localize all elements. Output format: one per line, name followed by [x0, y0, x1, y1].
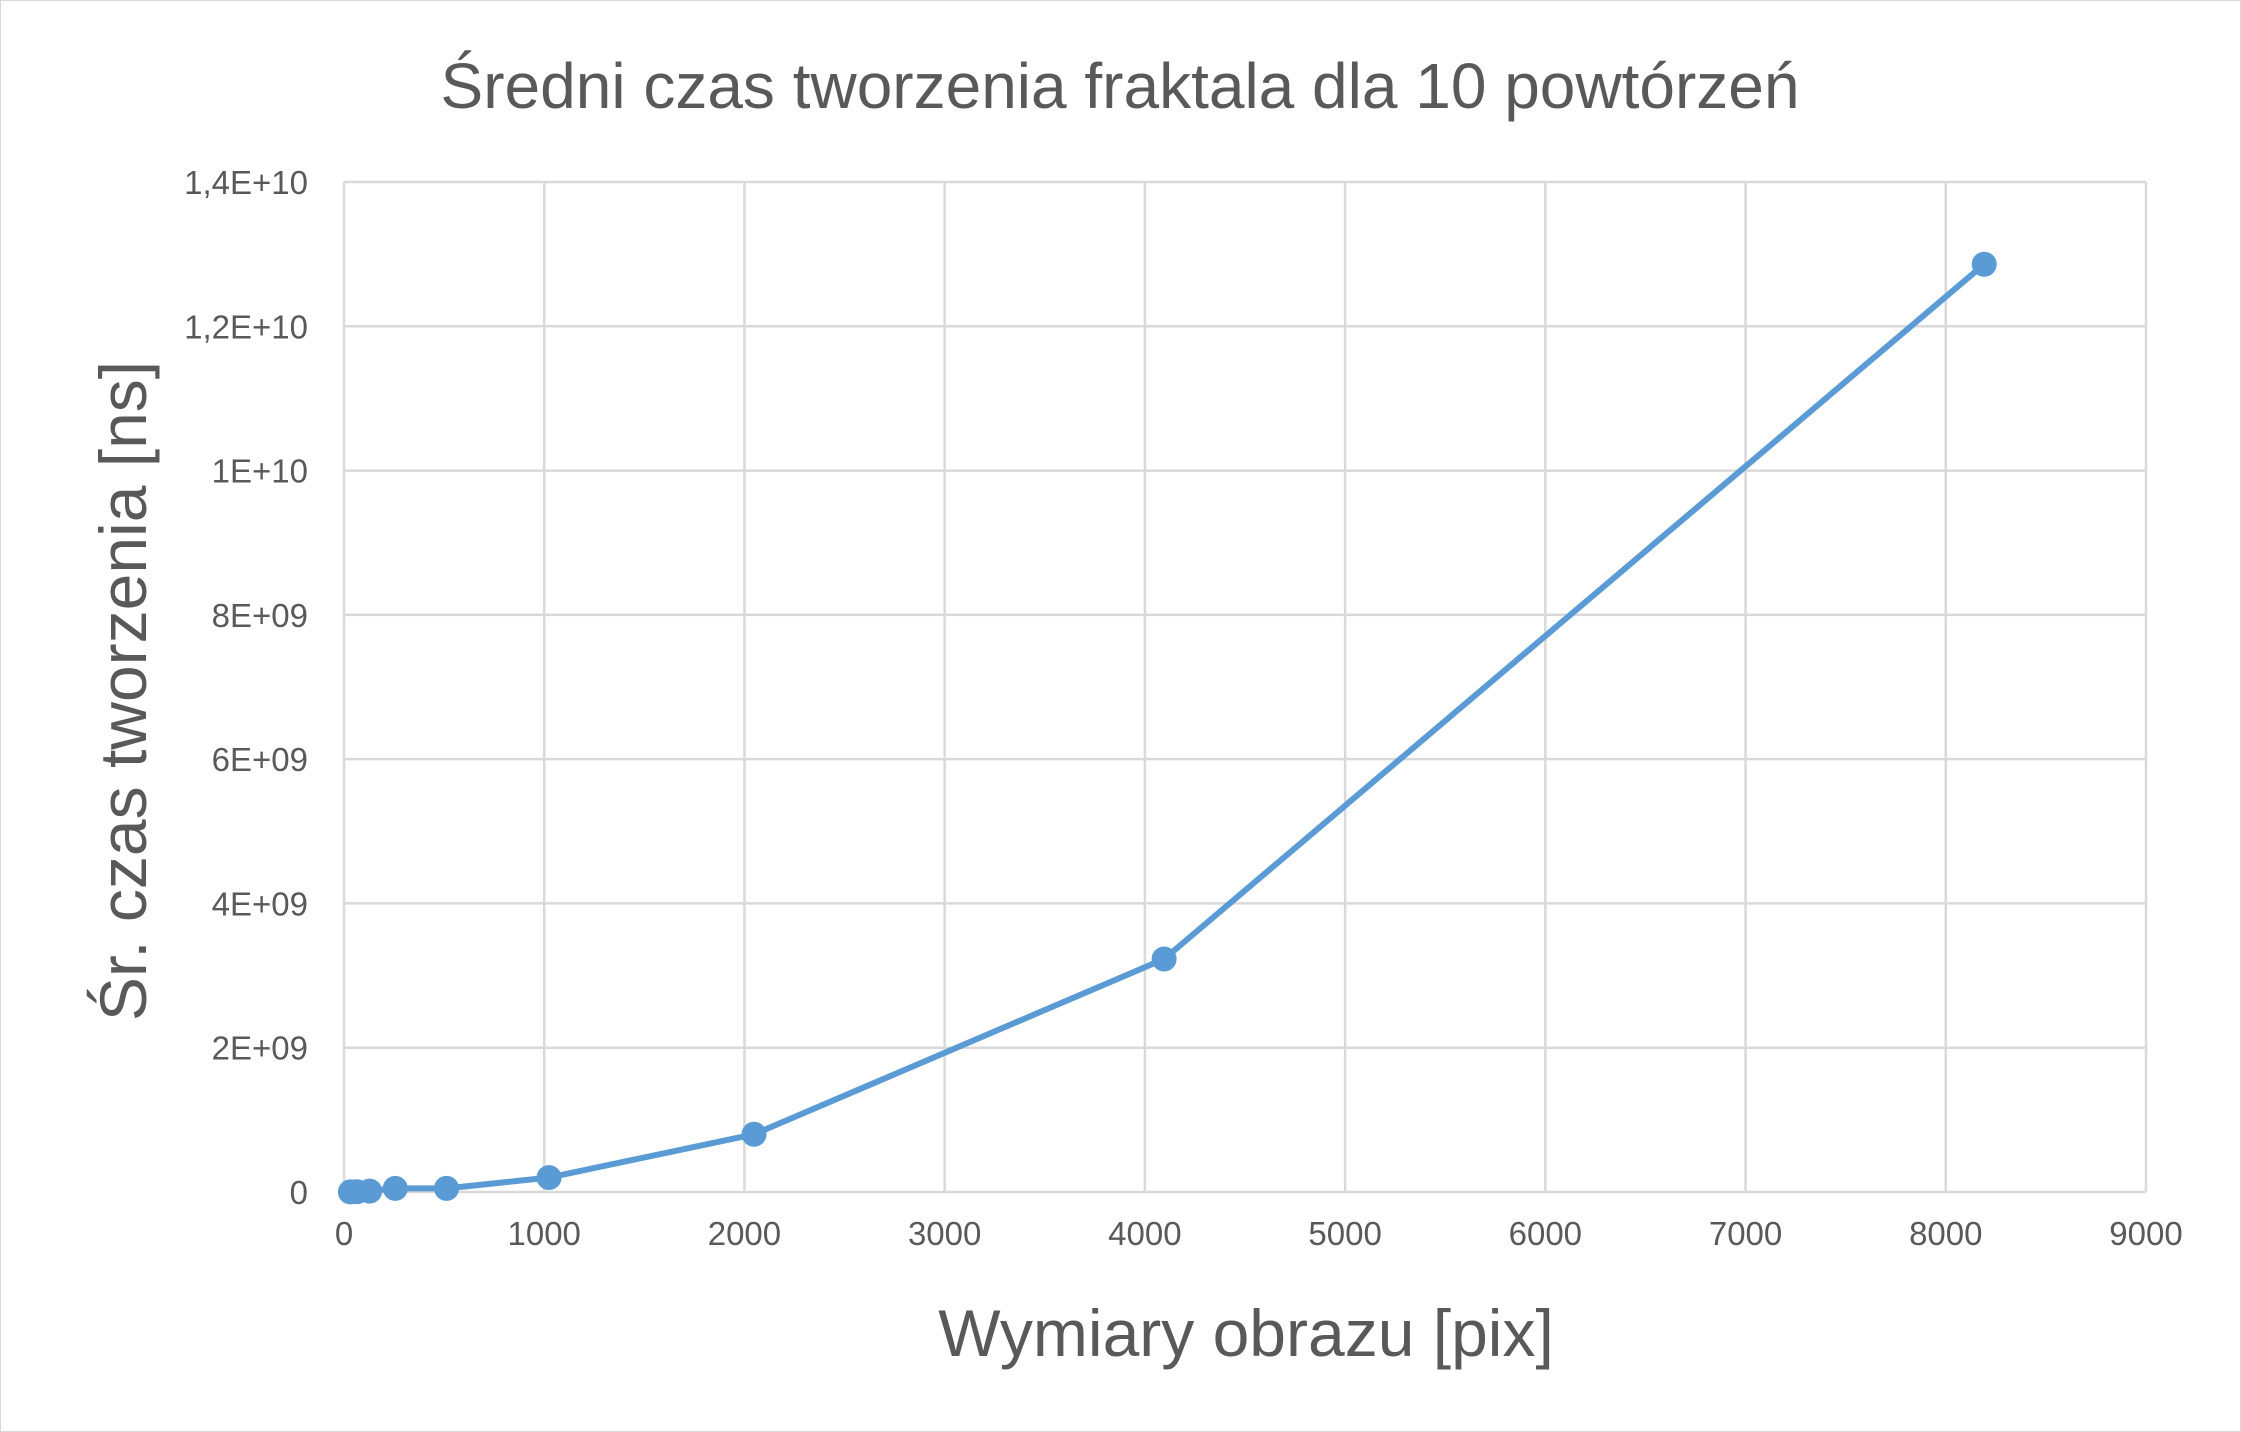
data-point — [741, 1121, 767, 1147]
y-tick-label: 1,4E+10 — [184, 164, 308, 201]
x-tick-label: 3000 — [908, 1215, 981, 1252]
series-line — [347, 261, 1988, 1195]
series-layer — [337, 251, 1997, 1205]
data-point — [382, 1175, 408, 1201]
data-point — [536, 1165, 562, 1191]
x-tick-label: 8000 — [1909, 1215, 1982, 1252]
tick-labels: 0 2E+09 4E+09 6E+09 8E+09 1E+10 1,2E+10 1,4E+10… — [184, 164, 2183, 1252]
chart-title: Średni czas tworzenia fraktala dla 10 po… — [441, 49, 1800, 122]
y-tick-label: 8E+09 — [212, 597, 308, 634]
y-tick-label: 0 — [290, 1174, 308, 1211]
x-tick-label: 0 — [335, 1215, 353, 1252]
y-tick-label: 2E+09 — [212, 1030, 308, 1067]
y-axis-title: Śr. czas tworzenia [ns] — [86, 361, 160, 1021]
x-tick-label: 2000 — [708, 1215, 781, 1252]
x-tick-label: 9000 — [2109, 1215, 2182, 1252]
x-tick-label: 4000 — [1108, 1215, 1181, 1252]
y-tick-label: 1,2E+10 — [184, 308, 308, 345]
data-point — [434, 1175, 460, 1201]
data-point — [1151, 946, 1177, 972]
y-tick-label: 1E+10 — [212, 453, 308, 490]
x-tick-label: 1000 — [508, 1215, 581, 1252]
data-point — [1971, 251, 1997, 277]
x-tick-label: 5000 — [1308, 1215, 1381, 1252]
y-tick-label: 6E+09 — [212, 741, 308, 778]
x-tick-label: 7000 — [1709, 1215, 1782, 1252]
x-tick-label: 6000 — [1509, 1215, 1582, 1252]
y-tick-label: 4E+09 — [212, 885, 308, 922]
grid-layer — [342, 180, 2148, 1194]
x-axis-title: Wymiary obrazu [pix] — [938, 1296, 1554, 1370]
data-point — [357, 1178, 383, 1204]
